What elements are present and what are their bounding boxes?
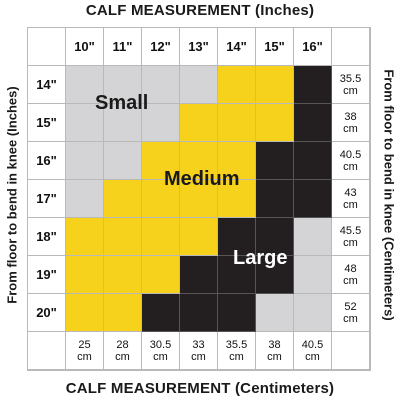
size-cell-gray bbox=[104, 142, 142, 180]
size-cell-gray bbox=[294, 256, 332, 294]
size-cell-yellow bbox=[256, 104, 294, 142]
size-cell-black bbox=[294, 142, 332, 180]
height-inch-header: 20" bbox=[28, 294, 66, 332]
height-cm-header: 35.5 cm bbox=[332, 66, 370, 104]
calf-inch-header: 14" bbox=[218, 28, 256, 66]
size-cell-gray bbox=[256, 294, 294, 332]
right-axis-label: From floor to bend in knee (Centimeters) bbox=[381, 69, 397, 321]
calf-inch-header: 12" bbox=[142, 28, 180, 66]
height-cm-header: 43 cm bbox=[332, 180, 370, 218]
corner-cell bbox=[28, 332, 66, 370]
chart-title-bottom: CALF MEASUREMENT (Centimeters) bbox=[65, 380, 335, 397]
size-cell-black bbox=[218, 218, 256, 256]
size-cell-black bbox=[256, 256, 294, 294]
size-cell-black bbox=[256, 180, 294, 218]
corner-cell bbox=[28, 28, 66, 66]
size-cell-yellow bbox=[180, 104, 218, 142]
size-cell-black bbox=[294, 180, 332, 218]
calf-cm-header: 38 cm bbox=[256, 332, 294, 370]
size-cell-yellow bbox=[142, 142, 180, 180]
calf-cm-header: 35.5 cm bbox=[218, 332, 256, 370]
calf-inch-header: 13" bbox=[180, 28, 218, 66]
size-cell-gray bbox=[294, 218, 332, 256]
size-cell-black bbox=[180, 294, 218, 332]
size-cell-black bbox=[294, 104, 332, 142]
height-cm-header: 40.5 cm bbox=[332, 142, 370, 180]
zone-label-medium: Medium bbox=[164, 168, 240, 190]
size-cell-yellow bbox=[218, 104, 256, 142]
height-cm-header: 38 cm bbox=[332, 104, 370, 142]
calf-cm-header: 28 cm bbox=[104, 332, 142, 370]
size-cell-gray bbox=[180, 66, 218, 104]
calf-cm-header: 30.5 cm bbox=[142, 332, 180, 370]
size-cell-black bbox=[294, 66, 332, 104]
size-cell-yellow bbox=[104, 294, 142, 332]
height-cm-header: 52 cm bbox=[332, 294, 370, 332]
size-cell-yellow bbox=[218, 180, 256, 218]
height-inch-header: 18" bbox=[28, 218, 66, 256]
size-cell-gray bbox=[294, 294, 332, 332]
size-cell-yellow bbox=[104, 218, 142, 256]
size-cell-black bbox=[256, 142, 294, 180]
size-cell-yellow bbox=[180, 142, 218, 180]
height-inch-header: 19" bbox=[28, 256, 66, 294]
size-cell-gray bbox=[104, 66, 142, 104]
size-cell-gray bbox=[66, 142, 104, 180]
height-inch-header: 14" bbox=[28, 66, 66, 104]
zone-label-small: Small bbox=[95, 92, 149, 114]
height-cm-header: 45.5 cm bbox=[332, 218, 370, 256]
size-cell-yellow bbox=[180, 180, 218, 218]
size-cell-gray bbox=[66, 104, 104, 142]
height-inch-header: 15" bbox=[28, 104, 66, 142]
size-cell-gray bbox=[104, 104, 142, 142]
size-cell-yellow bbox=[142, 180, 180, 218]
size-cell-yellow bbox=[142, 218, 180, 256]
zone-label-large: Large bbox=[233, 247, 288, 269]
size-cell-yellow bbox=[66, 218, 104, 256]
left-axis-label: From floor to bend in knee (Inches) bbox=[4, 86, 20, 304]
calf-inch-header: 16" bbox=[294, 28, 332, 66]
size-cell-yellow bbox=[104, 180, 142, 218]
size-cell-yellow bbox=[256, 66, 294, 104]
size-cell-yellow bbox=[104, 256, 142, 294]
size-cell-yellow bbox=[218, 66, 256, 104]
calf-cm-header: 25 cm bbox=[66, 332, 104, 370]
calf-cm-header: 40.5 cm bbox=[294, 332, 332, 370]
size-cell-black bbox=[218, 256, 256, 294]
size-cell-black bbox=[218, 294, 256, 332]
height-cm-header: 48 cm bbox=[332, 256, 370, 294]
size-cell-yellow bbox=[218, 142, 256, 180]
size-cell-yellow bbox=[180, 218, 218, 256]
size-cell-black bbox=[180, 256, 218, 294]
size-cell-gray bbox=[142, 104, 180, 142]
corner-cell bbox=[332, 332, 370, 370]
calf-inch-header: 11" bbox=[104, 28, 142, 66]
size-cell-yellow bbox=[66, 256, 104, 294]
size-cell-yellow bbox=[142, 256, 180, 294]
calf-inch-header: 10" bbox=[66, 28, 104, 66]
size-cell-yellow bbox=[66, 294, 104, 332]
size-cell-gray bbox=[142, 66, 180, 104]
calf-cm-header: 33 cm bbox=[180, 332, 218, 370]
size-chart-grid: 10" 11" 12" 13" 14" 15" 16" 14" 35.5 cm 15" 38 cm 1… bbox=[27, 27, 371, 371]
corner-cell bbox=[332, 28, 370, 66]
height-inch-header: 16" bbox=[28, 142, 66, 180]
size-cell-gray bbox=[66, 66, 104, 104]
height-inch-header: 17" bbox=[28, 180, 66, 218]
size-cell-black bbox=[256, 218, 294, 256]
calf-inch-header: 15" bbox=[256, 28, 294, 66]
size-cell-gray bbox=[66, 180, 104, 218]
size-cell-black bbox=[142, 294, 180, 332]
chart-title-top: CALF MEASUREMENT (Inches) bbox=[85, 2, 315, 19]
